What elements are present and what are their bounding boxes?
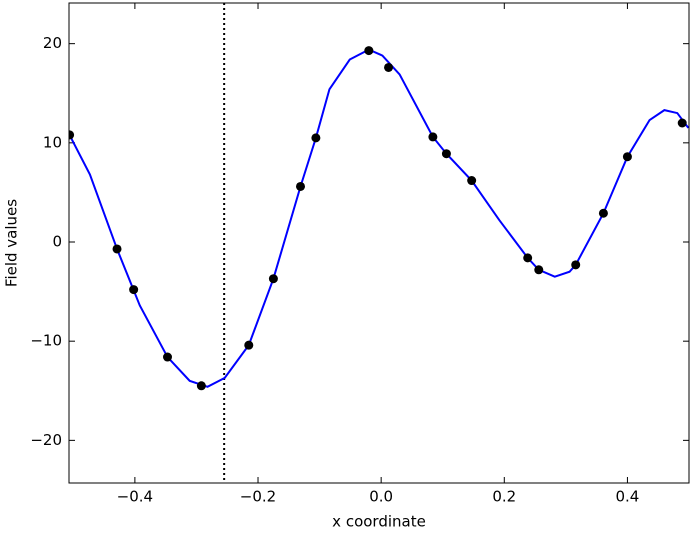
point — [69, 130, 75, 140]
point — [467, 176, 477, 186]
point — [523, 253, 533, 263]
y-tick-label: −10 — [30, 332, 62, 350]
point — [268, 274, 278, 284]
x-axis-label: x coordinate — [332, 513, 426, 531]
plot-frame — [68, 2, 690, 484]
point — [677, 118, 687, 128]
point — [295, 181, 305, 191]
x-tick-label: −0.4 — [117, 488, 153, 506]
x-tick-label: 0.4 — [616, 488, 640, 506]
point — [384, 62, 394, 72]
x-tick-label: −0.2 — [240, 488, 276, 506]
x-tick-label: 0.0 — [369, 488, 393, 506]
y-axis-label: Field values — [3, 199, 21, 287]
y-tick-label: 0 — [52, 233, 62, 251]
y-tick-label: 20 — [43, 34, 62, 52]
point — [244, 340, 254, 350]
point — [112, 244, 122, 254]
point — [571, 260, 581, 270]
point — [129, 285, 139, 295]
point — [598, 208, 608, 218]
point — [196, 381, 206, 391]
line — [69, 48, 689, 388]
x-tick-label: 0.2 — [492, 488, 516, 506]
y-tick-label: −20 — [30, 431, 62, 449]
point — [428, 132, 438, 142]
point — [622, 152, 632, 162]
point — [163, 352, 173, 362]
point — [441, 149, 451, 159]
point — [364, 46, 374, 56]
point — [534, 265, 544, 275]
y-tick-label: 10 — [43, 133, 62, 151]
point — [311, 133, 321, 143]
